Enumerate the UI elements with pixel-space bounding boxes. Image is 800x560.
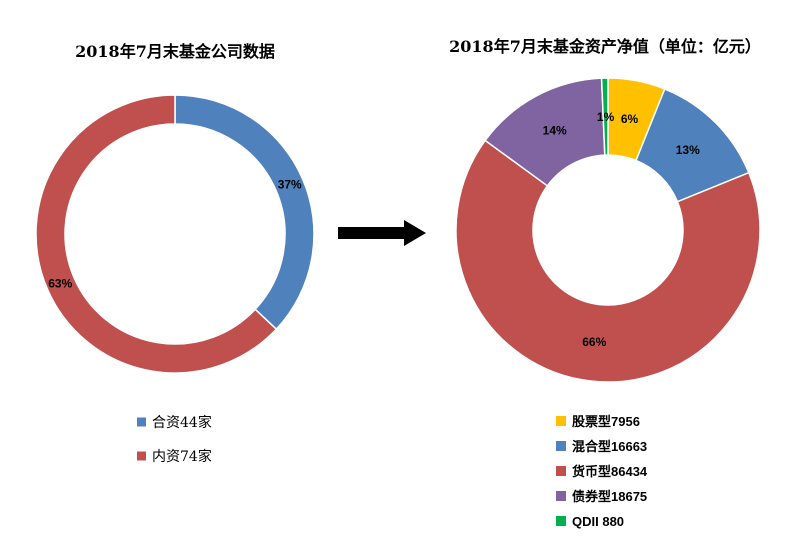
arrow-right-icon bbox=[338, 220, 426, 246]
data-label: 1% bbox=[597, 110, 615, 124]
right-chart-title: 2018年7月末基金资产净值（单位：亿元） bbox=[449, 37, 761, 56]
data-label: 63% bbox=[48, 277, 72, 291]
pie-slice-5 bbox=[600, 77, 609, 156]
legend-swatch bbox=[556, 416, 566, 426]
legend-label: 内资74家 bbox=[152, 448, 212, 465]
right-donut-chart bbox=[455, 77, 761, 383]
legend-label: 股票型7956 bbox=[572, 414, 640, 429]
legend-swatch bbox=[556, 441, 566, 451]
legend-label: 货币型86434 bbox=[572, 464, 648, 479]
legend-label: 合资44家 bbox=[152, 414, 212, 431]
data-label: 14% bbox=[543, 123, 567, 137]
legend-label: 混合型16663 bbox=[572, 439, 647, 454]
data-label: 6% bbox=[621, 112, 639, 126]
pie-slice-2 bbox=[35, 94, 278, 374]
left-donut-chart bbox=[35, 94, 315, 374]
legend-swatch bbox=[137, 417, 146, 427]
legend-label: QDII 880 bbox=[572, 514, 624, 529]
pie-slice-1 bbox=[174, 94, 315, 331]
legend-label: 债券型18675 bbox=[572, 489, 647, 504]
data-label: 66% bbox=[582, 335, 606, 349]
legend-swatch bbox=[556, 516, 566, 526]
pie-slice-3 bbox=[455, 139, 761, 383]
data-label: 37% bbox=[278, 177, 302, 191]
legend-swatch bbox=[556, 466, 566, 476]
legend-swatch bbox=[556, 491, 566, 501]
right-chart-legend: 股票型7956 混合型16663 货币型86434 债券型18675 QDII 880 bbox=[556, 414, 648, 529]
left-chart-title: 2018年7月末基金公司数据 bbox=[75, 42, 275, 61]
legend-swatch bbox=[137, 451, 146, 461]
data-label: 13% bbox=[676, 143, 700, 157]
